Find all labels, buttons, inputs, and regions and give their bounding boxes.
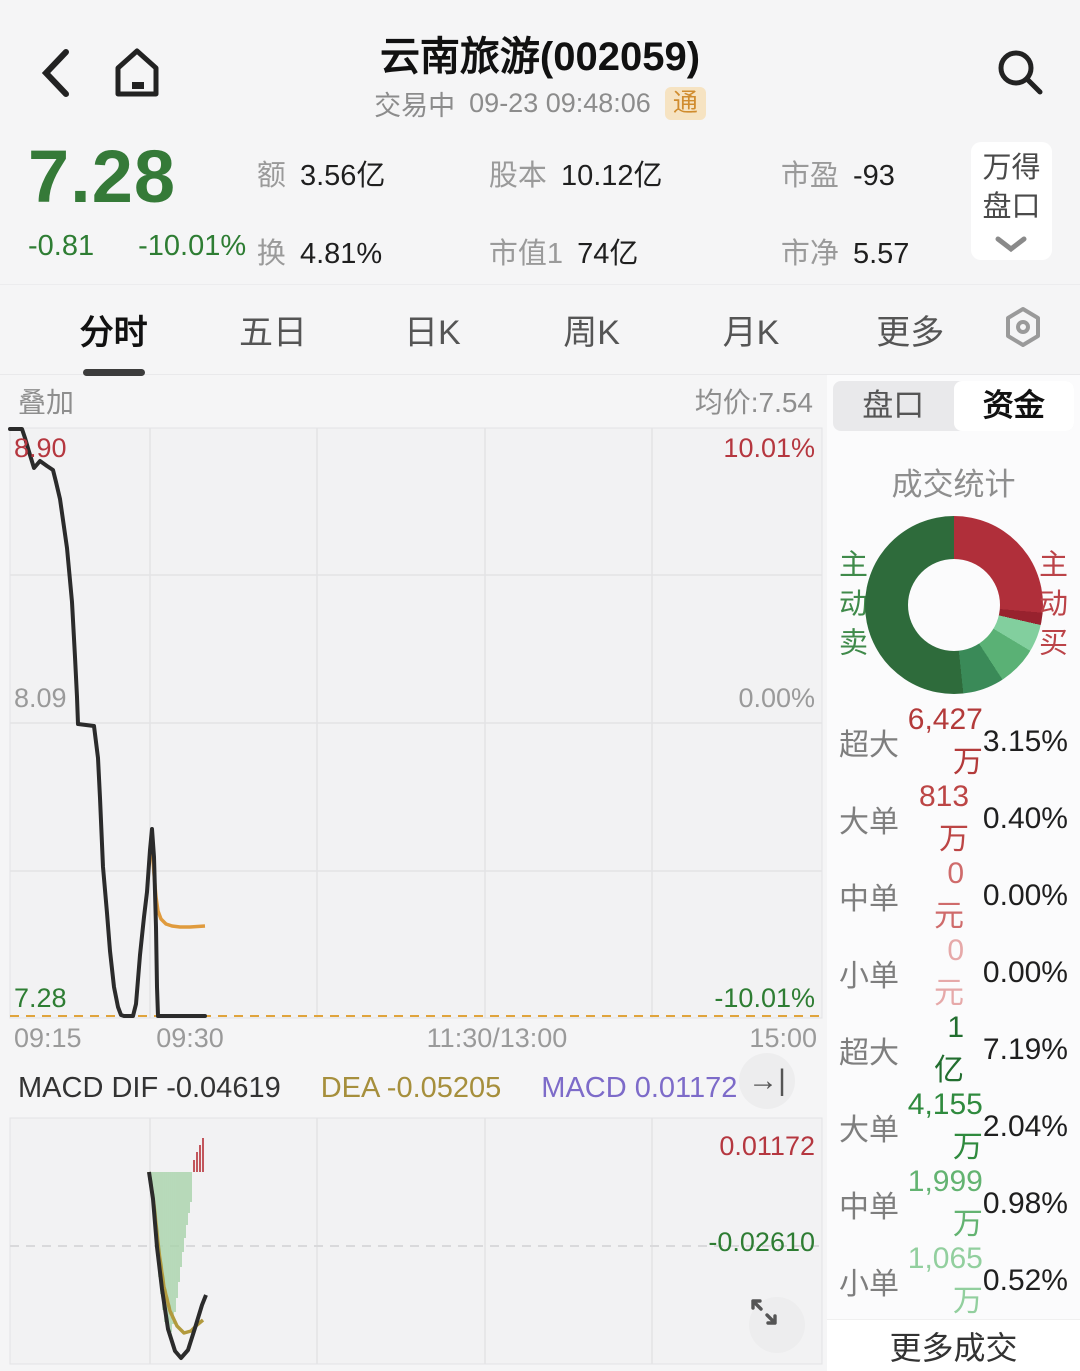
tab-5day[interactable]: 五日 xyxy=(238,314,307,352)
flow-row-sell-xl: 超大 1亿 7.19% xyxy=(839,1010,1068,1087)
macd-value-label: MACD 0.01172 xyxy=(541,1071,738,1104)
trading-status: 交易中 xyxy=(374,91,456,121)
quote-section: 7.28 -0.81 -10.01% 额 3.56亿 股本 10.12亿 市盈 -93… xyxy=(0,128,1080,285)
price-change: -0.81 xyxy=(28,229,95,262)
top-bar: 云南旅游(002059) 交易中 09-23 09:48:06 通 xyxy=(0,0,1080,128)
tab-monthly-k[interactable]: 月K xyxy=(722,314,780,352)
home-icon[interactable] xyxy=(108,44,166,107)
page-title: 云南旅游(002059) xyxy=(379,35,701,79)
price-change-pct: -10.01% xyxy=(138,229,247,262)
ytick-pct-high: 10.01% xyxy=(723,433,815,463)
stat-shares: 股本 10.12亿 xyxy=(488,160,663,192)
flow-row-buy-lg: 大单 813万 0.40% xyxy=(839,779,1068,856)
chart-column: 叠加 均价:7.54 8.90 8.09 7.28 10.01% 0.00% -… xyxy=(0,375,827,1371)
search-icon[interactable] xyxy=(994,46,1046,103)
donut-hole xyxy=(907,558,1000,651)
ytick-pct-low: -10.01% xyxy=(714,983,815,1013)
quote-stats: 额 3.56亿 股本 10.12亿 市盈 -93 换 4.81% 市值1 74亿 市净 5.… xyxy=(257,138,971,284)
stock-connect-badge: 通 xyxy=(664,87,706,120)
xtick-1500: 15:00 xyxy=(749,1023,817,1053)
xtick-noon: 11:30/13:00 xyxy=(426,1023,568,1053)
active-sell-label: 主动卖 xyxy=(839,548,869,660)
macd-dea-label: DEA -0.05205 xyxy=(320,1071,502,1104)
expand-chart-button[interactable] xyxy=(749,1297,805,1353)
stat-amount: 额 3.56亿 xyxy=(256,160,386,192)
chart-settings-icon[interactable] xyxy=(990,304,1046,355)
panel-tab-funds[interactable]: 资金 xyxy=(953,381,1074,431)
flow-row-buy-sm: 小单 0元 0.00% xyxy=(839,933,1068,1010)
main-content: 叠加 均价:7.54 8.90 8.09 7.28 10.01% 0.00% -… xyxy=(0,375,1080,1371)
quote-datetime: 09-23 09:48:06 xyxy=(469,88,651,118)
tab-more[interactable]: 更多 xyxy=(876,314,945,352)
ytick-pct-zero: 0.00% xyxy=(738,683,815,713)
stat-mktcap: 市值1 74亿 xyxy=(488,238,639,270)
ytick-prevclose: 8.09 xyxy=(14,683,67,713)
price-block: 7.28 -0.81 -10.01% xyxy=(28,138,257,284)
tab-weekly-k[interactable]: 周K xyxy=(563,314,620,352)
last-price: 7.28 xyxy=(28,135,177,218)
back-icon[interactable] xyxy=(38,48,72,103)
money-flow-panel: 盘口 资金 成交统计 主动卖 主动买 超大 6,427万 3.15% 大单 813万 0… xyxy=(827,375,1080,1371)
time-axis: 09:15 09:30 11:30/13:00 15:00 xyxy=(0,1019,827,1059)
flow-row-sell-lg: 大单 4,155万 2.04% xyxy=(839,1087,1068,1164)
trade-stats-title: 成交统计 xyxy=(891,467,1016,502)
flow-row-buy-md: 中单 0元 0.00% xyxy=(839,856,1068,933)
trade-stats-donut-area: 主动卖 主动买 xyxy=(827,514,1080,695)
ytick-high: 8.90 xyxy=(14,433,67,463)
panel-tab-order-book[interactable]: 盘口 xyxy=(862,388,925,423)
flow-row-sell-sm: 小单 1,065万 0.52% xyxy=(839,1241,1068,1318)
money-flow-rows: 超大 6,427万 3.15% 大单 813万 0.40% 中单 0元 0.00% 小单 0元… xyxy=(827,703,1080,1319)
ytick-low: 7.28 xyxy=(14,983,67,1013)
active-buy-label: 主动买 xyxy=(1039,548,1069,660)
period-tab-bar: 分时 五日 日K 周K 月K 更多 xyxy=(0,285,1080,376)
trading-status-row: 交易中 09-23 09:48:06 通 xyxy=(0,84,1080,123)
xtick-0930: 09:30 xyxy=(156,1023,224,1053)
flow-row-sell-md: 中单 1,999万 0.98% xyxy=(839,1164,1068,1241)
tab-daily-k[interactable]: 日K xyxy=(403,314,461,352)
macd-max-tick: 0.01172 xyxy=(719,1131,815,1161)
panel-tab-bar: 盘口 资金 xyxy=(833,381,1074,431)
chevron-down-icon xyxy=(995,236,1027,253)
avg-price-label: 均价:7.54 xyxy=(694,387,813,418)
active-tab-underline xyxy=(82,369,145,376)
flow-row-buy-xl: 超大 6,427万 3.15% xyxy=(839,702,1068,779)
stat-turnover: 换 4.81% xyxy=(256,238,383,270)
wande-panel-button[interactable]: 万得 盘口 xyxy=(970,142,1052,260)
minute-chart[interactable]: 8.90 8.09 7.28 10.01% 0.00% -10.01% xyxy=(0,427,827,1019)
macd-chart[interactable]: 0.01172 -0.02610 xyxy=(0,1117,827,1365)
macd-min-tick: -0.02610 xyxy=(708,1227,815,1257)
macd-header: MACD DIF -0.04619 DEA -0.05205 MACD 0.01… xyxy=(0,1053,827,1117)
overlay-button[interactable]: 叠加 xyxy=(18,387,75,418)
more-trades-button[interactable]: 更多成交 xyxy=(827,1319,1080,1371)
stat-pb: 市净 5.57 xyxy=(780,238,910,270)
next-indicator-button[interactable]: →| xyxy=(739,1053,795,1109)
macd-dif-label: MACD DIF -0.04619 xyxy=(18,1071,281,1104)
xtick-0915: 09:15 xyxy=(14,1023,82,1053)
tab-minute[interactable]: 分时 xyxy=(34,305,193,376)
stat-pe: 市盈 -93 xyxy=(780,160,895,192)
